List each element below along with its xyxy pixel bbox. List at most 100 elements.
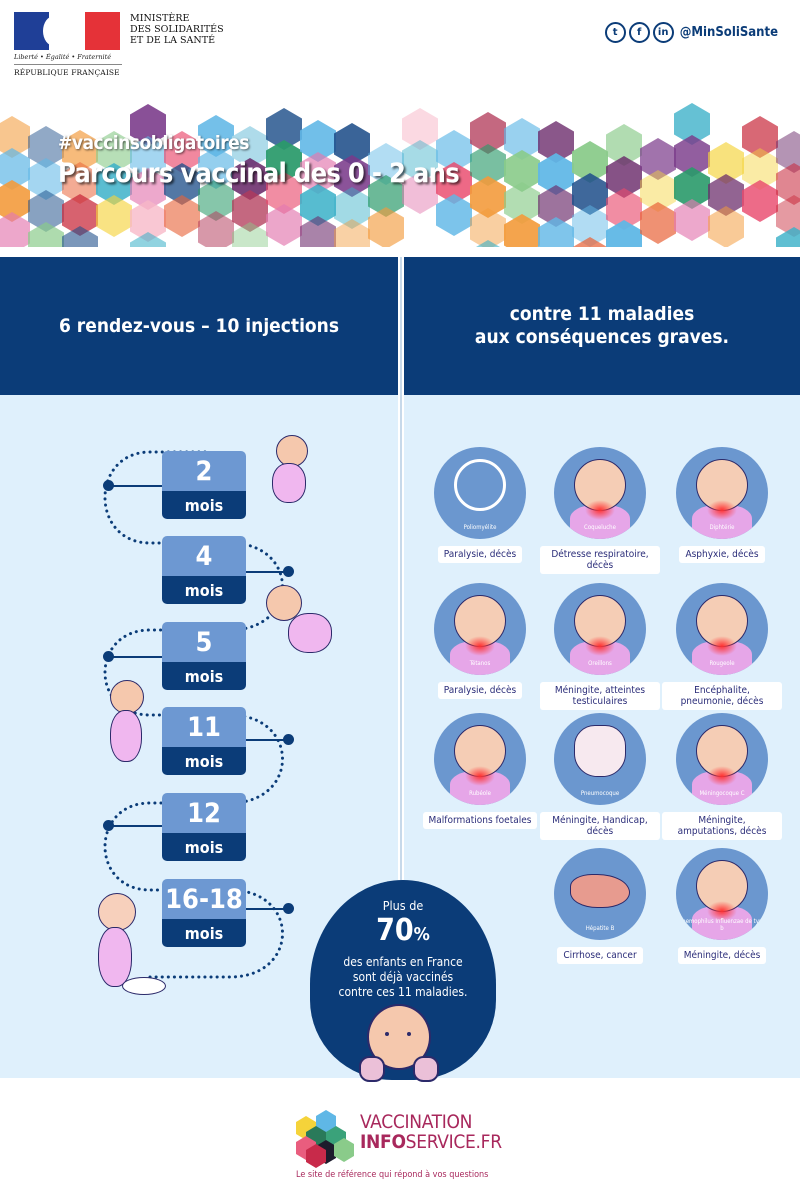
stat-number: 70 bbox=[376, 913, 414, 948]
calendar-16-18-mois: 16-18 mois bbox=[162, 879, 246, 947]
timeline-node bbox=[283, 903, 294, 914]
ministry-line: MINISTÈRE bbox=[130, 13, 190, 24]
hashtag: #vaccinsobligatoires bbox=[58, 132, 249, 154]
republic-name: RÉPUBLIQUE FRANÇAISE bbox=[14, 68, 120, 77]
symptom-highlight bbox=[465, 766, 495, 787]
disease-illustration: Rubéole bbox=[434, 713, 526, 805]
disease-consequence: Méningite, atteintes testiculaires bbox=[540, 682, 660, 710]
symptom-highlight bbox=[465, 636, 495, 657]
calendar-5-mois: 5 mois bbox=[162, 622, 246, 690]
disease-card: Méningocoque C Méningite, amputations, dé… bbox=[662, 713, 782, 840]
twitter-icon[interactable]: t bbox=[604, 22, 626, 43]
symptom-highlight bbox=[707, 500, 737, 521]
disease-card: Pneumocoque Méningite, Handicap, décès bbox=[540, 713, 660, 840]
potty-icon bbox=[122, 977, 166, 995]
timeline-connector bbox=[110, 825, 162, 827]
baby-peeking-illustration bbox=[355, 1004, 445, 1084]
baby-illustration-potty bbox=[92, 887, 172, 1017]
disease-name: Rougeole bbox=[709, 660, 735, 667]
social-links: t f in @MinSoliSante bbox=[604, 22, 778, 43]
baby-illustration-jumping bbox=[262, 435, 332, 525]
footer-tagline: Le site de référence qui répond à vos qu… bbox=[296, 1170, 489, 1180]
disease-name: Oreillons bbox=[588, 660, 612, 667]
liver-icon bbox=[570, 874, 630, 908]
disease-card: Rougeole Encéphalite, pneumonie, décès bbox=[662, 583, 782, 710]
ministry-name: MINISTÈRE DES SOLIDARITÉS ET DE LA SANTÉ bbox=[130, 13, 224, 46]
stat-unit: % bbox=[413, 924, 430, 945]
disease-consequence: Méningite, Handicap, décès bbox=[540, 812, 660, 840]
timeline-node bbox=[103, 651, 114, 662]
social-handle[interactable]: @MinSoliSante bbox=[679, 25, 778, 40]
disease-card: Coqueluche Détresse respiratoire, décès bbox=[540, 447, 660, 574]
timeline-node bbox=[283, 566, 294, 577]
appointment-unit: mois bbox=[162, 662, 246, 690]
disease-consequence: Cirrhose, cancer bbox=[557, 947, 643, 964]
baby-illustration-standing bbox=[96, 680, 156, 800]
appointment-unit: mois bbox=[162, 833, 246, 861]
disease-card: Diphtérie Asphyxie, décès bbox=[662, 447, 782, 563]
republic-motto: Liberté • Égalité • Fraternité bbox=[14, 53, 122, 65]
government-logo: Liberté • Égalité • Fraternité RÉPUBLIQU… bbox=[14, 12, 122, 77]
page-title: Parcours vaccinal des 0 - 2 ans bbox=[58, 158, 460, 189]
appointment-value: 16-18 bbox=[162, 879, 246, 919]
diseases-heading-line: aux conséquences graves. bbox=[474, 326, 730, 348]
appointment-value: 4 bbox=[162, 536, 246, 576]
disease-illustration: Pneumocoque bbox=[554, 713, 646, 805]
appointment-value: 11 bbox=[162, 707, 246, 747]
disease-name: Diphtérie bbox=[709, 524, 735, 531]
disease-illustration: Hépatite B bbox=[554, 848, 646, 940]
disease-consequence: Détresse respiratoire, décès bbox=[540, 546, 660, 574]
brand-line2: INFOSERVICE.FR bbox=[360, 1132, 502, 1152]
timeline-connector bbox=[246, 739, 286, 741]
disease-illustration: Haemophilus Influenzae de type b bbox=[676, 848, 768, 940]
marianne-flag-icon bbox=[14, 12, 120, 50]
disease-consequence: Paralysie, décès bbox=[437, 682, 523, 699]
symptom-highlight bbox=[707, 766, 737, 787]
calendar-4-mois: 4 mois bbox=[162, 536, 246, 604]
vaccination-info-service-logo-icon bbox=[296, 1110, 356, 1168]
disease-illustration: Rougeole bbox=[676, 583, 768, 675]
wheelchair-icon bbox=[454, 459, 506, 511]
symptom-highlight bbox=[707, 636, 737, 657]
disease-card: Oreillons Méningite, atteintes testiculai… bbox=[540, 583, 660, 710]
appointment-unit: mois bbox=[162, 747, 246, 775]
disease-card: Haemophilus Influenzae de type b Méningit… bbox=[662, 848, 782, 964]
vaccination-info-service-brand[interactable]: VACCINATION INFOSERVICE.FR bbox=[360, 1112, 502, 1152]
calendar-11-mois: 11 mois bbox=[162, 707, 246, 775]
baby-illustration-playing bbox=[260, 585, 340, 670]
stat-value: 70% bbox=[310, 915, 496, 951]
stat-description: des enfants en France sont déjà vaccinés… bbox=[310, 955, 496, 1000]
timeline-connector bbox=[246, 571, 286, 573]
facebook-icon[interactable]: f bbox=[628, 22, 650, 43]
left-column-heading: 6 rendez-vous – 10 injections bbox=[0, 257, 398, 419]
baby-face-icon bbox=[454, 595, 506, 647]
disease-name: Rubéole bbox=[469, 790, 491, 797]
disease-name: Hépatite B bbox=[585, 925, 615, 932]
column-divider bbox=[398, 257, 404, 1078]
timeline-node bbox=[103, 820, 114, 831]
appointment-unit: mois bbox=[162, 919, 246, 947]
disease-name: Tétanos bbox=[469, 660, 491, 667]
hexagon-banner: #vaccinsobligatoires Parcours vaccinal d… bbox=[0, 92, 800, 247]
calendar-12-mois: 12 mois bbox=[162, 793, 246, 861]
symptom-highlight bbox=[585, 500, 615, 521]
brand-info: INFO bbox=[360, 1131, 406, 1153]
right-column-heading: contre 11 maladies aux conséquences grav… bbox=[404, 257, 800, 419]
timeline-connector bbox=[110, 656, 162, 658]
disease-illustration: Coqueluche bbox=[554, 447, 646, 539]
appointment-unit: mois bbox=[162, 491, 246, 519]
linkedin-icon[interactable]: in bbox=[652, 22, 674, 43]
appointment-value: 2 bbox=[162, 451, 246, 491]
disease-name: Pneumocoque bbox=[580, 790, 620, 797]
disease-name: Haemophilus Influenzae de type b bbox=[678, 918, 766, 932]
brand-rest: SERVICE.FR bbox=[405, 1131, 502, 1153]
disease-card: Hépatite B Cirrhose, cancer bbox=[540, 848, 660, 964]
diseases-heading-line: contre 11 maladies bbox=[509, 303, 695, 325]
symptom-highlight bbox=[707, 901, 737, 922]
baby-face-icon bbox=[696, 725, 748, 777]
stat-line: sont déjà vaccinés bbox=[352, 970, 454, 984]
disease-name: Méningocoque C bbox=[699, 790, 745, 797]
ministry-line: ET DE LA SANTÉ bbox=[130, 35, 216, 46]
disease-consequence: Méningite, décès bbox=[677, 947, 767, 964]
disease-consequence: Méningite, amputations, décès bbox=[662, 812, 782, 840]
